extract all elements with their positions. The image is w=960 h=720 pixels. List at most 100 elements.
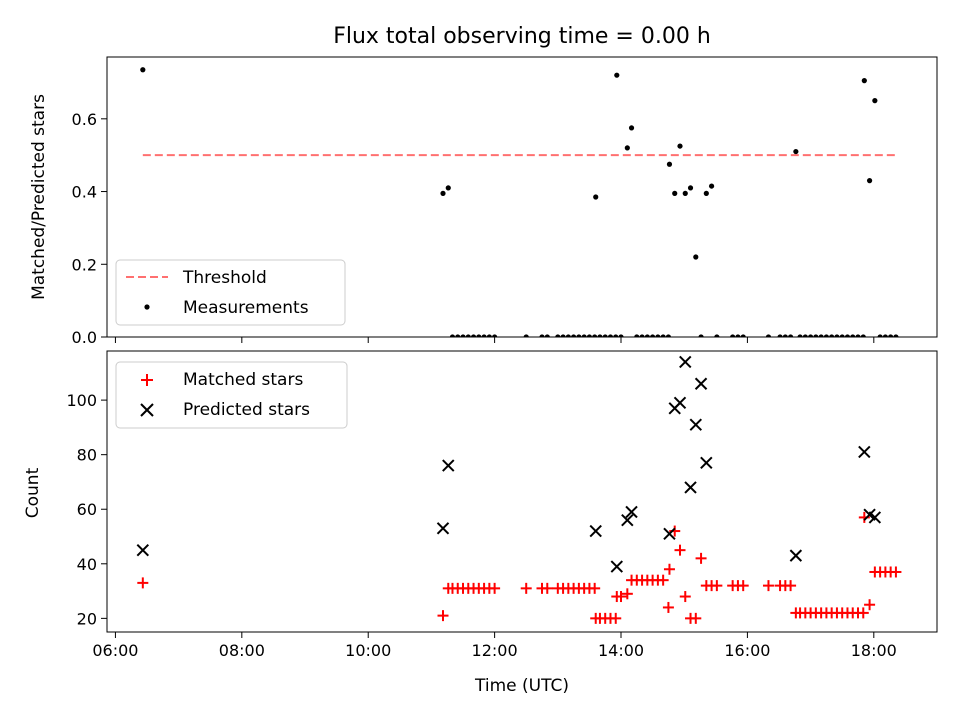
measurement-point xyxy=(565,334,571,337)
predicted-star-marker xyxy=(621,513,634,527)
x-tick-label-2: 10:00 xyxy=(345,641,391,660)
top-legend: Threshold Measurements xyxy=(115,259,346,326)
measurement-point xyxy=(787,334,794,337)
measurement-point xyxy=(844,334,851,337)
measurement-point xyxy=(576,334,582,337)
matched-star-marker xyxy=(662,601,674,613)
measurement-point xyxy=(765,334,772,337)
threshold-legend-label: Threshold xyxy=(182,268,267,288)
measurement-point xyxy=(866,178,873,184)
measurement-point xyxy=(793,148,799,155)
measurement-point xyxy=(860,334,866,337)
measurement-point xyxy=(476,334,482,337)
matched-stars-legend-swatch xyxy=(141,374,153,386)
measurement-point xyxy=(893,334,899,337)
predicted-star-marker xyxy=(868,511,882,524)
matched-star-marker xyxy=(610,612,622,624)
matched-star-marker xyxy=(711,580,723,592)
measurement-point xyxy=(797,334,803,337)
measurement-point xyxy=(614,72,620,78)
predicted-stars-legend-swatch xyxy=(140,403,154,417)
measurement-point xyxy=(735,334,741,337)
measurement-point xyxy=(560,334,566,337)
bottom-legend-box xyxy=(115,361,348,429)
data-layer-0 xyxy=(140,67,899,337)
measurement-point xyxy=(782,334,788,337)
measurement-point xyxy=(665,334,672,337)
matched-star-marker xyxy=(489,582,501,594)
measurement-point xyxy=(655,334,661,337)
top-axes-frame xyxy=(106,56,938,338)
measurement-point xyxy=(492,334,498,337)
y-tick-label-1-2: 60 xyxy=(77,500,97,519)
measurement-point xyxy=(777,334,783,337)
measurement-point xyxy=(624,145,630,151)
matched-star-marker xyxy=(857,607,869,619)
measurement-point xyxy=(672,190,678,196)
measurement-point xyxy=(592,334,598,337)
matched-star-marker xyxy=(657,574,669,586)
matched-star-marker xyxy=(762,580,774,592)
measurement-point xyxy=(693,254,699,260)
predicted-star-marker xyxy=(689,418,703,431)
predicted-star-marker xyxy=(442,459,455,472)
matched-stars-legend-label: Matched stars xyxy=(183,370,303,390)
measurement-point xyxy=(445,185,451,191)
measurement-point xyxy=(140,67,146,73)
measurement-point xyxy=(602,334,608,337)
measurement-point xyxy=(850,334,856,337)
measurement-point xyxy=(698,334,704,337)
measurement-point xyxy=(687,185,694,191)
top-panel: Flux total observing time = 0.00 h Match… xyxy=(29,24,938,347)
measurement-point xyxy=(714,334,720,337)
measurement-point xyxy=(834,334,840,337)
matched-star-marker xyxy=(890,566,902,578)
predicted-star-marker xyxy=(684,481,697,494)
matched-star-marker xyxy=(520,582,532,594)
measurement-point xyxy=(470,334,477,337)
measurements-legend-swatch xyxy=(144,304,150,310)
measurement-point xyxy=(628,125,635,131)
measurement-point xyxy=(486,334,492,337)
measurement-point xyxy=(639,334,645,337)
measurement-point xyxy=(481,334,487,337)
y-tick-label-1-4: 100 xyxy=(66,391,97,410)
predicted-star-marker xyxy=(700,456,713,470)
measurement-point xyxy=(839,334,845,337)
matched-star-marker xyxy=(679,591,691,603)
predicted-star-marker xyxy=(589,524,602,538)
y-tick-label-1-1: 40 xyxy=(77,555,97,574)
predicted-star-marker xyxy=(694,377,708,390)
matched-star-marker xyxy=(864,599,876,611)
y-tick-label-0-3: 0.6 xyxy=(72,110,97,129)
matched-star-marker xyxy=(737,580,749,592)
matched-star-marker xyxy=(589,582,601,594)
measurement-point xyxy=(634,334,640,337)
data-layer-1 xyxy=(136,355,902,624)
measurement-point xyxy=(666,161,673,167)
predicted-star-marker xyxy=(136,543,150,557)
measurement-point xyxy=(607,334,614,337)
measurement-point xyxy=(586,334,593,337)
measurement-point xyxy=(523,334,529,337)
measurement-point xyxy=(618,334,624,337)
matched-star-marker xyxy=(663,563,675,575)
bottom-plot-area: 20 40 60 80 100 06:00 08:00 10:00 12:00 14:00 16:0… xyxy=(66,355,902,660)
y-tick-label-0-2: 0.4 xyxy=(72,183,97,202)
measurement-point xyxy=(823,334,830,337)
y-tick-label-0-1: 0.2 xyxy=(72,255,97,274)
top-y-axis-label: Matched/Predicted stars xyxy=(29,94,49,300)
measurement-point xyxy=(465,334,471,337)
x-tick-label-3: 12:00 xyxy=(472,641,518,660)
x-tick-label-4: 14:00 xyxy=(598,641,644,660)
measurement-point xyxy=(829,334,835,337)
measurement-point xyxy=(861,78,867,84)
predicted-star-marker xyxy=(789,549,803,562)
measurement-point xyxy=(571,334,577,337)
x-axis-label: Time (UTC) xyxy=(474,676,569,696)
predicted-stars-legend-label: Predicted stars xyxy=(183,400,310,420)
matched-star-marker xyxy=(785,580,797,592)
measurement-point xyxy=(650,334,656,337)
measurement-point xyxy=(449,334,456,337)
